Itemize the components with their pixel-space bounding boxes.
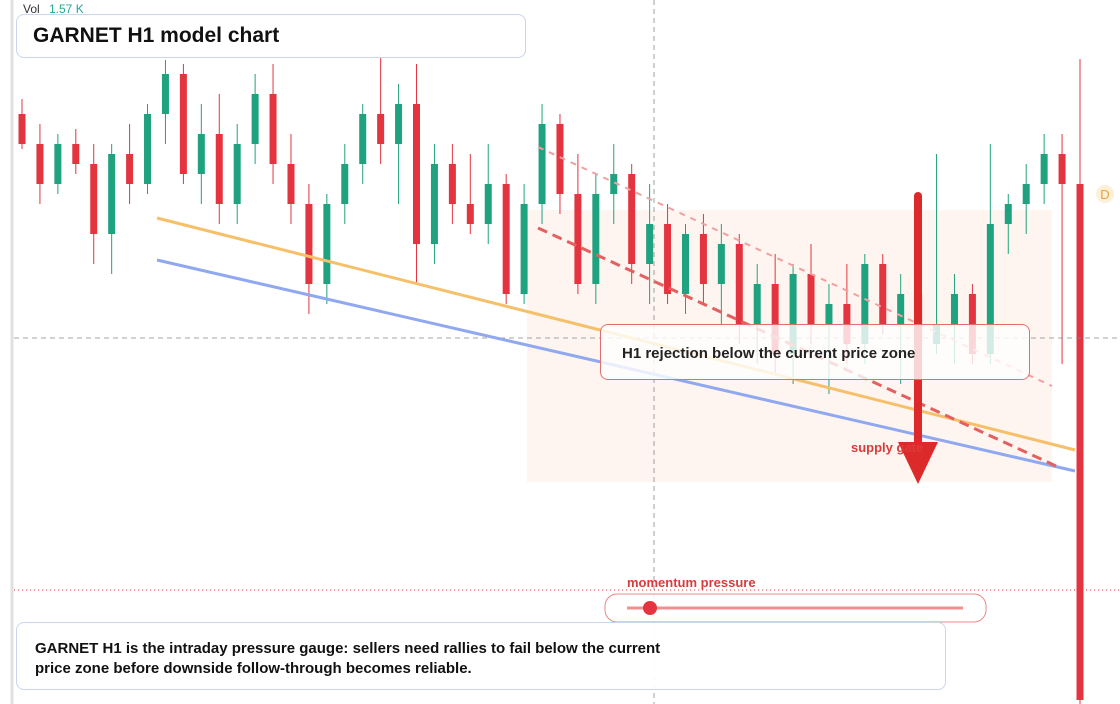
candle-body <box>90 164 98 234</box>
candle-body <box>502 184 510 294</box>
candle-body <box>323 204 331 284</box>
candle-body <box>753 284 761 324</box>
marker-text: D <box>1100 187 1109 202</box>
candle-body <box>861 264 869 344</box>
candle-body <box>413 104 421 244</box>
volume-value: 1.57 K <box>49 2 84 16</box>
title-box: GARNET H1 model chart <box>16 14 526 58</box>
candle-body <box>179 74 187 174</box>
gauge-label: momentum pressure <box>627 575 756 590</box>
candle-body <box>681 234 689 294</box>
candle-body <box>108 154 116 234</box>
candle-body <box>54 144 62 184</box>
candle-body <box>735 244 743 324</box>
candle-body <box>269 94 277 164</box>
candle-body <box>484 184 492 224</box>
candle-body <box>717 244 725 284</box>
gauge-knob <box>643 601 657 615</box>
candle-body <box>1022 184 1030 204</box>
candle-body <box>807 274 815 324</box>
candle-body <box>144 114 152 184</box>
candle-body <box>1076 184 1084 700</box>
note-box: H1 rejection below the current price zon… <box>600 324 1030 380</box>
arrow-head <box>898 442 938 484</box>
candle-body <box>825 304 833 324</box>
candle-body <box>466 204 474 224</box>
arrow-label: supply gate <box>851 440 923 455</box>
candle-body <box>628 174 636 264</box>
candle-body <box>197 134 205 174</box>
candle-body <box>592 194 600 284</box>
candles <box>18 54 1084 704</box>
candle-body <box>1004 204 1012 224</box>
candle-body <box>430 164 438 244</box>
candle-body <box>664 224 672 294</box>
candle-body <box>771 284 779 354</box>
candle-body <box>879 264 887 324</box>
candle-body <box>574 194 582 284</box>
candle-body <box>646 224 654 264</box>
candle-body <box>986 224 994 354</box>
candle-body <box>287 164 295 204</box>
candle-body <box>18 114 26 144</box>
candle-body <box>126 154 134 184</box>
candle-body <box>1040 154 1048 184</box>
candle-body <box>395 104 403 144</box>
candle-body <box>789 274 797 354</box>
candle-body <box>377 114 385 144</box>
candle-body <box>556 124 564 194</box>
candle-body <box>950 294 958 324</box>
candle-body <box>341 164 349 204</box>
candle-body <box>215 134 223 204</box>
candle-body <box>72 144 80 164</box>
candle-body <box>36 144 44 184</box>
volume-label: Vol <box>23 2 40 16</box>
description: GARNET H1 is the intraday pressure gauge… <box>35 640 661 677</box>
candle-body <box>538 124 546 204</box>
candle-body <box>897 294 905 324</box>
candle-body <box>161 74 169 114</box>
candle-body <box>699 234 707 284</box>
candle-body <box>305 204 313 284</box>
candle-body <box>1058 154 1066 184</box>
candle-body <box>520 204 528 294</box>
description-box: GARNET H1 is the intraday pressure gauge… <box>16 622 946 690</box>
candle-body <box>610 174 618 194</box>
candle-body <box>251 94 259 144</box>
marker-badge <box>1096 185 1114 203</box>
candle-body <box>359 114 367 164</box>
candle-body <box>233 144 241 204</box>
candle-body <box>448 164 456 204</box>
